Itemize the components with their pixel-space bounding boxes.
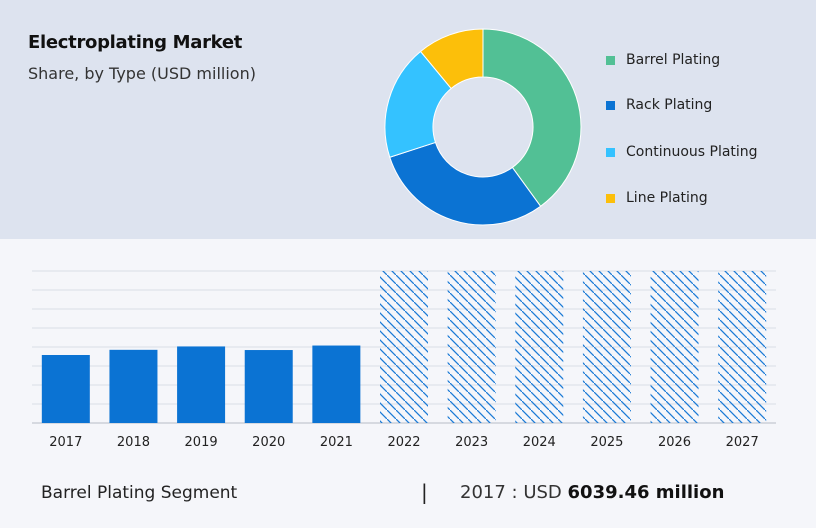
- legend-swatch: [606, 55, 615, 65]
- x-tick-label: 2017: [49, 435, 82, 450]
- bar-2020: [244, 350, 293, 423]
- forecast-bar-2026: [650, 271, 699, 423]
- legend-swatch: [606, 193, 615, 203]
- x-tick-label: 2026: [658, 435, 691, 450]
- x-tick-label: 2021: [320, 435, 353, 450]
- legend-swatch: [606, 100, 615, 110]
- x-tick-label: 2022: [387, 435, 420, 450]
- x-tick-label: 2018: [117, 435, 150, 450]
- legend-label: Barrel Plating: [626, 52, 721, 68]
- x-tick-label: 2027: [726, 435, 759, 450]
- donut-slice-line-plating: [419, 28, 484, 90]
- donut-chart: [384, 28, 582, 226]
- segment-value-prefix: 2017 : USD: [460, 482, 562, 503]
- segment-label: Barrel Plating Segment: [41, 483, 238, 503]
- legend-item-continuous-plating: Continuous Plating: [606, 142, 758, 162]
- x-tick-label: 2023: [455, 435, 488, 450]
- donut-slice-barrel-plating: [482, 28, 582, 207]
- segment-value: 2017 : USD 6039.46 million: [460, 482, 724, 503]
- forecast-bar-2023: [447, 271, 496, 423]
- bar-2019: [177, 346, 226, 423]
- legend-label: Rack Plating: [626, 97, 713, 113]
- forecast-bar-2025: [582, 271, 631, 423]
- donut-slice-rack-plating: [389, 141, 542, 226]
- footer-separator: |: [421, 480, 428, 504]
- chart-subtitle: Share, by Type (USD million): [28, 64, 256, 83]
- forecast-bar-2022: [380, 271, 428, 423]
- forecast-bar-2024: [515, 271, 564, 423]
- legend-item-rack-plating: Rack Plating: [606, 95, 712, 115]
- forecast-bar-2027: [718, 271, 767, 423]
- segment-value-amount: 6039.46 million: [567, 482, 725, 503]
- legend-label: Line Plating: [626, 190, 708, 206]
- bar-chart: 2017 2018 2019 2020 2021 2022 2023 2024 2025 2026…: [32, 270, 776, 450]
- x-tick-label: 2020: [252, 435, 285, 450]
- legend-label: Continuous Plating: [626, 144, 758, 160]
- bar-2018: [109, 349, 158, 423]
- legend-item-barrel-plating: Barrel Plating: [606, 50, 720, 70]
- x-tick-label: 2019: [185, 435, 218, 450]
- x-tick-label: 2024: [523, 435, 556, 450]
- chart-title: Electroplating Market: [28, 32, 243, 53]
- x-tick-label: 2025: [590, 435, 623, 450]
- bar-2021: [312, 345, 361, 423]
- legend-item-line-plating: Line Plating: [606, 188, 708, 208]
- legend-swatch: [606, 147, 615, 157]
- bar-2017: [41, 355, 90, 423]
